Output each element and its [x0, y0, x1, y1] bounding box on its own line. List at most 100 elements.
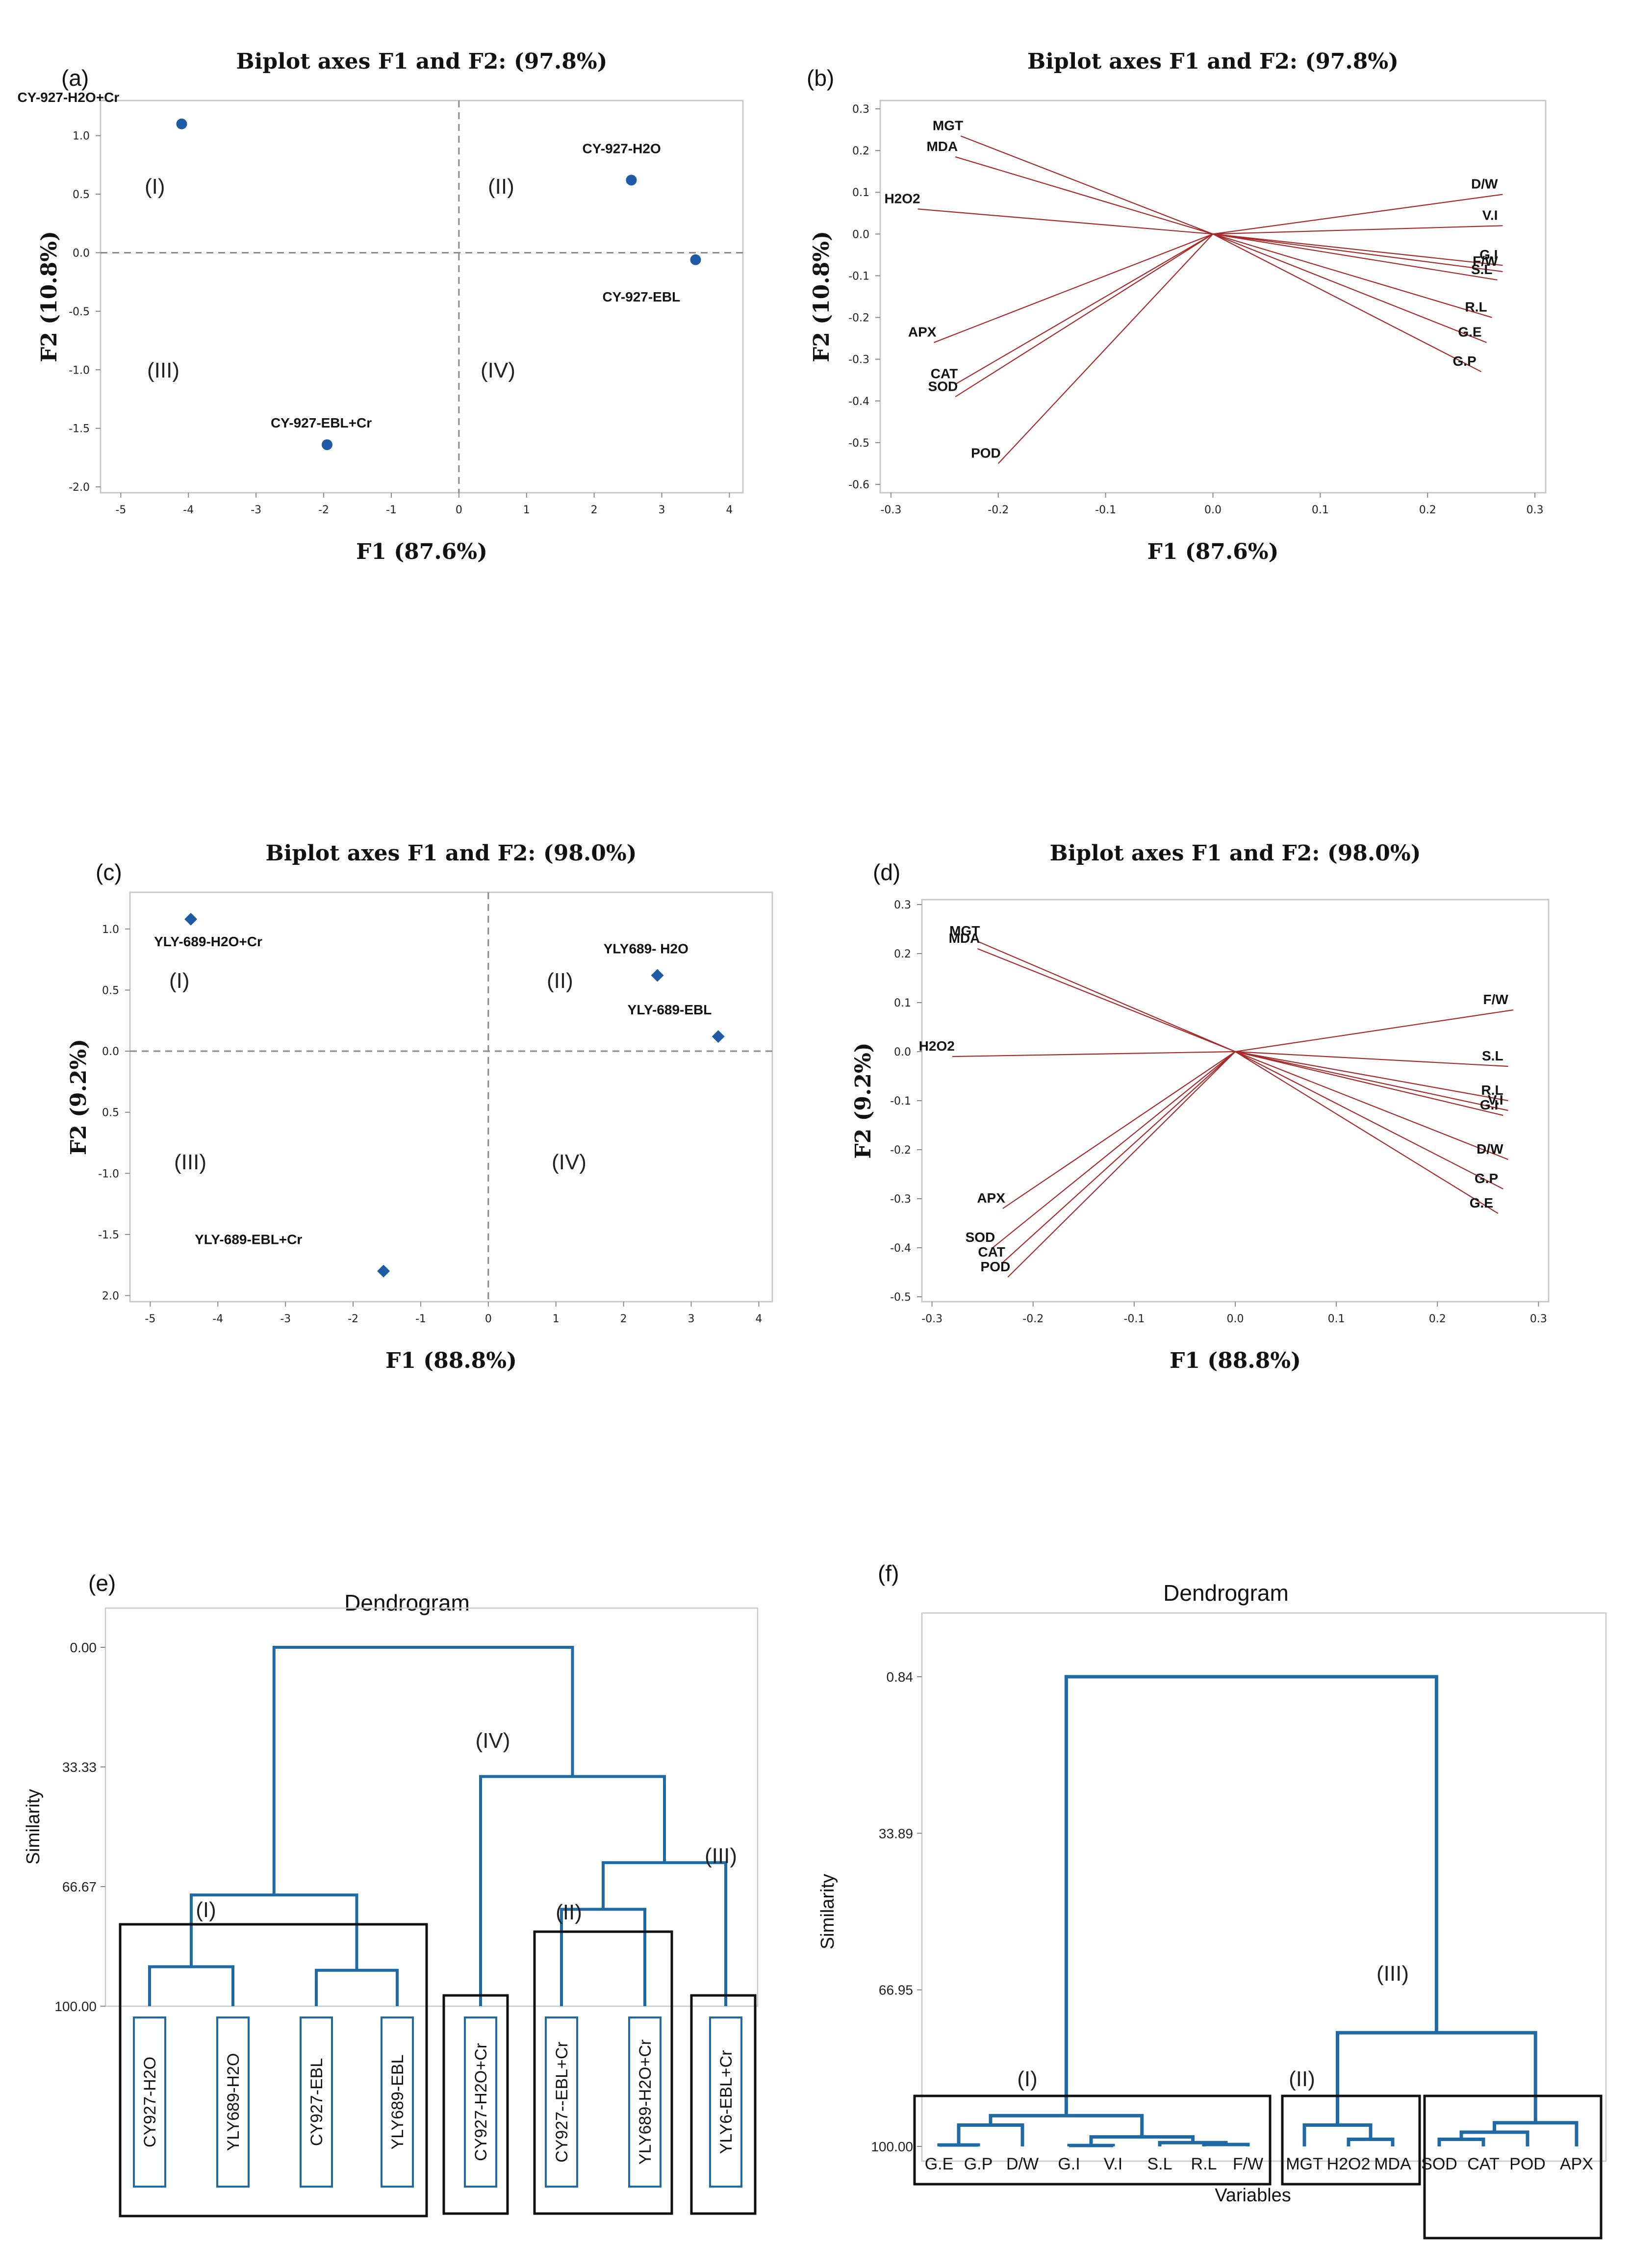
dendrogram-link	[1493, 2121, 1579, 2146]
y-tick-label: 0.1	[894, 997, 911, 1009]
point-yly-689-ebl-cr	[377, 1264, 390, 1278]
y-axis-title: F2 (10.8%)	[809, 231, 834, 362]
y-tick-label: 0.5	[102, 1107, 119, 1119]
x-tick-label: 0.3	[1527, 504, 1544, 516]
x-tick-label: -0.3	[921, 1313, 942, 1325]
vector-label: APX	[908, 325, 937, 340]
vector-label: V.I	[1488, 1092, 1503, 1108]
loading-vector-apx	[934, 233, 1213, 343]
point-label: CY-927-EBL	[602, 289, 680, 304]
quadrant-label: (I)	[145, 175, 165, 199]
leaf-label: POD	[1509, 2155, 1546, 2173]
vector-label: G.E	[1458, 325, 1481, 340]
y-tick-label: 2.0	[102, 1290, 119, 1303]
x-tick-label: 3	[688, 1313, 695, 1325]
point-label: CY-927-H2O	[582, 141, 661, 156]
leaf-label: CAT	[1467, 2155, 1499, 2173]
y-tick-label: 33.89	[879, 1826, 913, 1841]
loading-vector-g-e	[1213, 233, 1487, 343]
leaf-label: YLY6-EBL+Cr	[717, 2050, 736, 2154]
vector-label: D/W	[1471, 176, 1498, 191]
loading-vector-v-i	[1235, 1051, 1508, 1111]
x-tick-label: 4	[726, 504, 733, 516]
y-tick-label: 33.33	[62, 1760, 97, 1775]
y-tick-label: -0.4	[848, 396, 869, 408]
plot-frame	[921, 1612, 1607, 2162]
y-tick-label: 0.5	[102, 984, 119, 997]
cluster-box	[690, 1994, 757, 2215]
y-axis-title: F2 (10.8%)	[37, 231, 62, 362]
vector-label: F/W	[1473, 253, 1498, 269]
quadrant-label: (IV)	[481, 358, 515, 382]
x-axis-title: F1 (88.8%)	[1170, 1348, 1301, 1373]
loading-vector-cat	[1002, 1051, 1236, 1263]
loading-vector-sod	[955, 233, 1214, 398]
leaf-label: MGT	[1286, 2155, 1323, 2173]
x-tick-label: -2	[348, 1313, 358, 1325]
vector-label: SOD	[966, 1230, 995, 1245]
x-tick-label: 0	[456, 504, 462, 516]
leaf-label: YLY689-H2O	[224, 2053, 243, 2151]
vector-label: S.L	[1482, 1048, 1503, 1063]
x-tick-label: -0.2	[988, 504, 1009, 516]
plot-frame	[921, 899, 1550, 1303]
loading-vector-s-l	[1235, 1051, 1508, 1067]
y-tick-label: -0.5	[848, 437, 869, 450]
point-label: CY-927-H2O+Cr	[17, 90, 119, 105]
loading-vector-mda	[955, 156, 1213, 235]
leaf-label: G.E	[925, 2155, 954, 2173]
leaf-label: G.I	[1058, 2155, 1080, 2173]
y-tick-label: -0.3	[848, 354, 869, 366]
loading-vector-d-w	[1235, 1051, 1508, 1160]
leaf-box	[464, 2016, 497, 2188]
vector-label: POD	[971, 445, 1001, 460]
cluster-label: (II)	[1289, 2067, 1315, 2091]
y-tick-label: 0.0	[73, 247, 90, 259]
x-tick-label: 0.1	[1328, 1313, 1345, 1325]
chart-title: Biplot axes F1 and F2: (97.8%)	[1027, 49, 1399, 74]
loading-vector-mgt	[977, 940, 1236, 1053]
chart-title: Dendrogram	[344, 1590, 470, 1615]
y-axis-title: Similarity	[23, 1789, 44, 1865]
vector-label: G.P	[1475, 1171, 1498, 1186]
point-yly689-h2o	[651, 969, 664, 982]
leaf-label: YLY689-EBL	[388, 2054, 407, 2149]
vector-label: POD	[981, 1259, 1011, 1274]
x-tick-label: -0.2	[1022, 1313, 1044, 1325]
leaf-box	[628, 2016, 662, 2188]
loading-vector-f-w	[1213, 233, 1503, 273]
y-axis-title: Similarity	[817, 1874, 838, 1949]
y-tick-label: 0.5	[73, 189, 90, 201]
x-tick-label: -2	[318, 504, 329, 516]
dendrogram-link	[1459, 2130, 1529, 2146]
dendrogram-link	[479, 1775, 666, 2006]
y-tick-label: -0.1	[848, 270, 869, 282]
y-tick-label: 0.84	[887, 1669, 914, 1685]
x-tick-label: 0.2	[1429, 1313, 1446, 1325]
y-tick-label: -0.3	[890, 1193, 911, 1206]
cluster-label: (III)	[705, 1844, 737, 1868]
cluster-box	[119, 1923, 428, 2218]
loading-vector-mda	[977, 948, 1236, 1053]
panel-label: (d)	[873, 859, 900, 885]
quadrant-label: (I)	[169, 969, 190, 993]
y-tick-label: -0.5	[69, 306, 90, 318]
dendrogram-link	[1089, 2135, 1195, 2146]
vector-label: G.I	[1480, 1097, 1498, 1112]
x-tick-label: -4	[212, 1313, 223, 1325]
x-tick-label: 0.0	[1204, 504, 1222, 516]
y-tick-label: -0.6	[848, 479, 869, 491]
quadrant-label: (IV)	[552, 1150, 586, 1174]
panel-label: (a)	[61, 65, 89, 91]
x-tick-label: -0.1	[1095, 504, 1116, 516]
leaf-label: V.I	[1104, 2155, 1122, 2173]
x-tick-label: -0.1	[1123, 1313, 1145, 1325]
x-tick-label: -4	[183, 504, 194, 516]
leaf-label: YLY689-H2O+Cr	[636, 2040, 655, 2165]
leaf-box	[300, 2016, 333, 2188]
y-tick-label: 0.0	[894, 1046, 911, 1058]
chart-title: Biplot axes F1 and F2: (98.0%)	[1050, 841, 1421, 866]
dendrogram-link	[148, 1965, 234, 2006]
panel-b: (b) Biplot axes F1 and F2: (97.8%) -0.3 -0.…	[807, 49, 1547, 564]
